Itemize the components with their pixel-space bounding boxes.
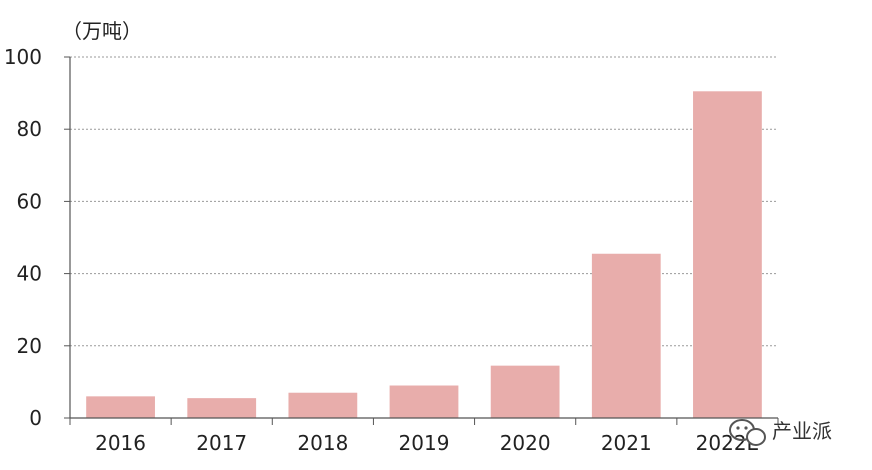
bars (86, 91, 762, 419)
bar-2022E (693, 91, 762, 419)
y-tick-label: 100 (4, 45, 42, 69)
bar-2018 (288, 392, 358, 418)
x-tick-label: 2019 (399, 431, 450, 455)
x-axis-ticks: 2016 2017 2018 2019 2020 2021 2022E (69, 418, 779, 455)
bar-2016 (86, 396, 155, 418)
x-tick-label: 2017 (196, 431, 247, 455)
x-tick-label: 2020 (500, 431, 551, 455)
y-tick-label: 20 (17, 334, 42, 358)
wechat-icon (729, 419, 766, 446)
x-tick-label: 2018 (297, 431, 348, 455)
gridlines (70, 56, 778, 347)
axes (69, 57, 778, 419)
x-tick-label: 2016 (95, 431, 146, 455)
bar-2020 (490, 365, 560, 418)
y-tick-label: 40 (17, 262, 42, 286)
bar-2021 (591, 253, 661, 418)
bar-2019 (389, 385, 459, 418)
unit-label: （万吨） (62, 19, 142, 43)
bar-2017 (187, 398, 257, 418)
y-tick-label: 60 (17, 189, 42, 213)
watermark-text: 产业派 (772, 419, 832, 443)
y-axis-ticks: 0 20 40 60 80 100 (4, 45, 70, 430)
watermark: 产业派 (729, 419, 832, 446)
y-tick-label: 80 (17, 117, 42, 141)
y-tick-label: 0 (29, 406, 42, 430)
x-tick-label: 2021 (601, 431, 652, 455)
